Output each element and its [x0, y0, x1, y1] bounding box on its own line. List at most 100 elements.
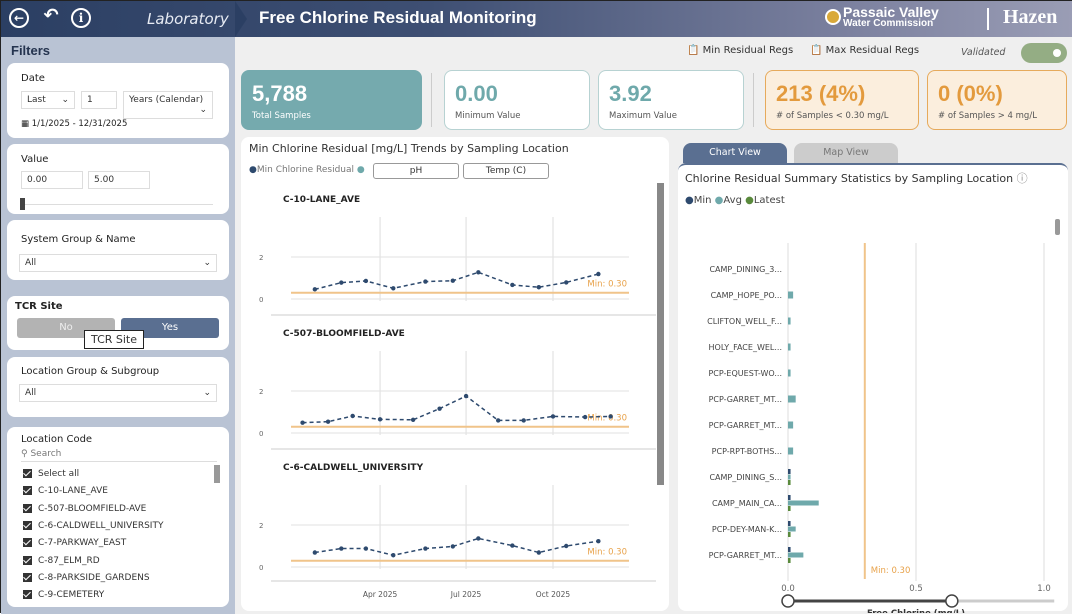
location-group-dropdown[interactable]: All ⌄	[19, 384, 217, 402]
checkbox-checked-icon[interactable]	[23, 469, 32, 478]
section-label: Laboratory	[147, 10, 229, 28]
bar-min	[788, 469, 791, 474]
kpi-value: 0 (0%)	[938, 81, 1003, 106]
checkbox-checked-icon[interactable]	[23, 503, 32, 513]
location-group-filter: Location Group & Subgroup All ⌄	[7, 357, 229, 417]
data-point	[312, 550, 318, 555]
data-point	[410, 417, 416, 422]
trend-chart: C-10-LANE_AVE 0 2 Min: 0.30 C-507-BLOOMFIELD…	[259, 195, 656, 599]
tab-chart-view[interactable]: Chart View	[683, 143, 787, 163]
value-min-input[interactable]: 0.00	[21, 171, 83, 189]
date-range-text: 1/1/2025 - 12/31/2025	[31, 119, 128, 129]
location-item[interactable]: Select all	[23, 469, 79, 479]
checkbox-checked-icon[interactable]	[23, 555, 32, 565]
temp-button[interactable]: Temp (C)	[463, 163, 549, 179]
threshold-label: Min: 0.30	[587, 280, 627, 290]
location-group-value: All	[25, 388, 37, 398]
location-item[interactable]: C-9-CEMETERY	[23, 590, 104, 600]
bar-avg	[788, 317, 791, 325]
ph-button[interactable]: pH	[373, 163, 459, 179]
category-label: PCP-DEY-MAN-K...	[712, 525, 782, 534]
date-relative-select[interactable]: Last ⌄	[21, 91, 75, 109]
system-label: System Group & Name	[21, 234, 136, 245]
x-tick-label: 0.5	[909, 584, 923, 594]
value-slider-handle[interactable]	[20, 198, 25, 210]
kpi-label: Maximum Value	[609, 111, 677, 121]
data-point	[300, 420, 305, 425]
location-item[interactable]: C-507-BLOOMFIELD-AVE	[23, 503, 147, 514]
location-item[interactable]: C-8-PARKSIDE_GARDENS	[23, 572, 150, 583]
data-point	[450, 544, 456, 549]
scrollbar[interactable]	[657, 183, 664, 485]
legend-label: Avg	[723, 195, 742, 206]
summary-chart-title: Chlorine Residual Summary Statistics by …	[685, 170, 1028, 186]
location-item[interactable]: C-87_ELM_RD	[23, 555, 100, 566]
info-icon[interactable]: i	[71, 8, 91, 28]
checkbox-checked-icon[interactable]	[23, 520, 32, 530]
chevron-down-icon: ⌄	[203, 388, 211, 398]
logo-line2: Water Commission	[843, 18, 934, 29]
hazen-logo: Hazen	[1003, 6, 1058, 28]
kpi-total-samples: 5,788 Total Samples	[241, 70, 422, 130]
data-point	[564, 543, 569, 549]
seal-icon	[825, 9, 841, 25]
checkbox-checked-icon[interactable]	[23, 486, 32, 496]
legend-label: Min Chlorine Residual	[256, 165, 354, 175]
data-point	[463, 393, 469, 399]
data-point	[423, 546, 428, 551]
max-residual-regs-button[interactable]: 📋 Max Residual Regs	[810, 45, 919, 56]
tcr-yes-button[interactable]: Yes	[121, 318, 219, 338]
bar-min	[788, 521, 791, 526]
date-unit-value: Years (Calendar)	[129, 95, 204, 105]
location-item-label: C-10-LANE_AVE	[38, 486, 108, 497]
y-tick-label: 0	[259, 564, 263, 572]
checkbox-checked-icon[interactable]	[23, 538, 32, 548]
date-unit-select[interactable]: Years (Calendar) ⌄	[123, 91, 213, 119]
divider	[753, 73, 754, 127]
chevron-down-icon: ⌄	[203, 258, 211, 268]
location-item-label: Select all	[38, 469, 80, 479]
checkbox-checked-icon[interactable]	[23, 572, 32, 582]
scrollbar[interactable]	[214, 465, 220, 483]
legend-dot-latest: ●	[745, 195, 754, 206]
search-placeholder: Search	[30, 449, 62, 459]
back-arrow-icon[interactable]: ←	[9, 8, 29, 28]
location-item[interactable]: C-6-CALDWELL_UNIVERSITY	[23, 520, 163, 531]
undo-icon[interactable]: ↶	[43, 5, 59, 26]
slider-handle[interactable]	[781, 594, 795, 608]
trend-chart-panel: Min Chlorine Residual [mg/L] Trends by S…	[241, 137, 669, 611]
date-filter: Date Last ⌄ 1 Years (Calendar) ⌄ ▦ 1/1/202…	[7, 63, 229, 138]
category-label: CAMP_DINING_S...	[709, 473, 782, 482]
panel-title: C-10-LANE_AVE	[283, 195, 360, 205]
breadcrumb-chevron	[235, 1, 247, 37]
info-icon[interactable]: ⓘ	[1016, 172, 1028, 185]
category-label: CAMP_DINING_3...	[709, 265, 782, 274]
bar-min	[788, 547, 791, 552]
value-max-input[interactable]: 5.00	[88, 171, 150, 189]
location-item[interactable]: C-10-LANE_AVE	[23, 486, 108, 496]
tab-map-view[interactable]: Map View	[794, 143, 898, 163]
legend-dot-avg: ●	[714, 195, 724, 206]
validated-toggle[interactable]	[1021, 43, 1067, 63]
kpi-label: # of Samples < 0.30 mg/L	[776, 111, 889, 121]
bar-latest	[788, 480, 791, 485]
kpi-samples-below-min: 213 (4%) # of Samples < 0.30 mg/L	[765, 70, 919, 130]
clipboard-icon: 📋	[687, 45, 700, 56]
bar-avg	[788, 447, 794, 455]
system-value: All	[25, 258, 37, 268]
value-slider-track[interactable]	[21, 204, 213, 205]
slider-handle[interactable]	[945, 594, 959, 608]
page-title: Free Chlorine Residual Monitoring	[259, 8, 537, 27]
location-search[interactable]: ⚲ Search	[21, 449, 217, 462]
checkbox-checked-icon[interactable]	[23, 590, 32, 600]
date-count-input[interactable]: 1	[81, 91, 117, 109]
scrollbar[interactable]	[1055, 219, 1060, 235]
clipboard-icon: 📋	[810, 45, 823, 56]
location-item-label: C-507-BLOOMFIELD-AVE	[38, 503, 147, 514]
location-item[interactable]: C-7-PARKWAY_EAST	[23, 538, 126, 548]
category-label: PCP-RPT-BOTHS...	[712, 447, 782, 456]
min-residual-regs-button[interactable]: 📋 Min Residual Regs	[687, 45, 793, 56]
chevron-down-icon: ⌄	[61, 95, 69, 105]
category-label: CLIFTON_WELL_F...	[707, 317, 782, 326]
system-dropdown[interactable]: All ⌄	[19, 254, 217, 272]
